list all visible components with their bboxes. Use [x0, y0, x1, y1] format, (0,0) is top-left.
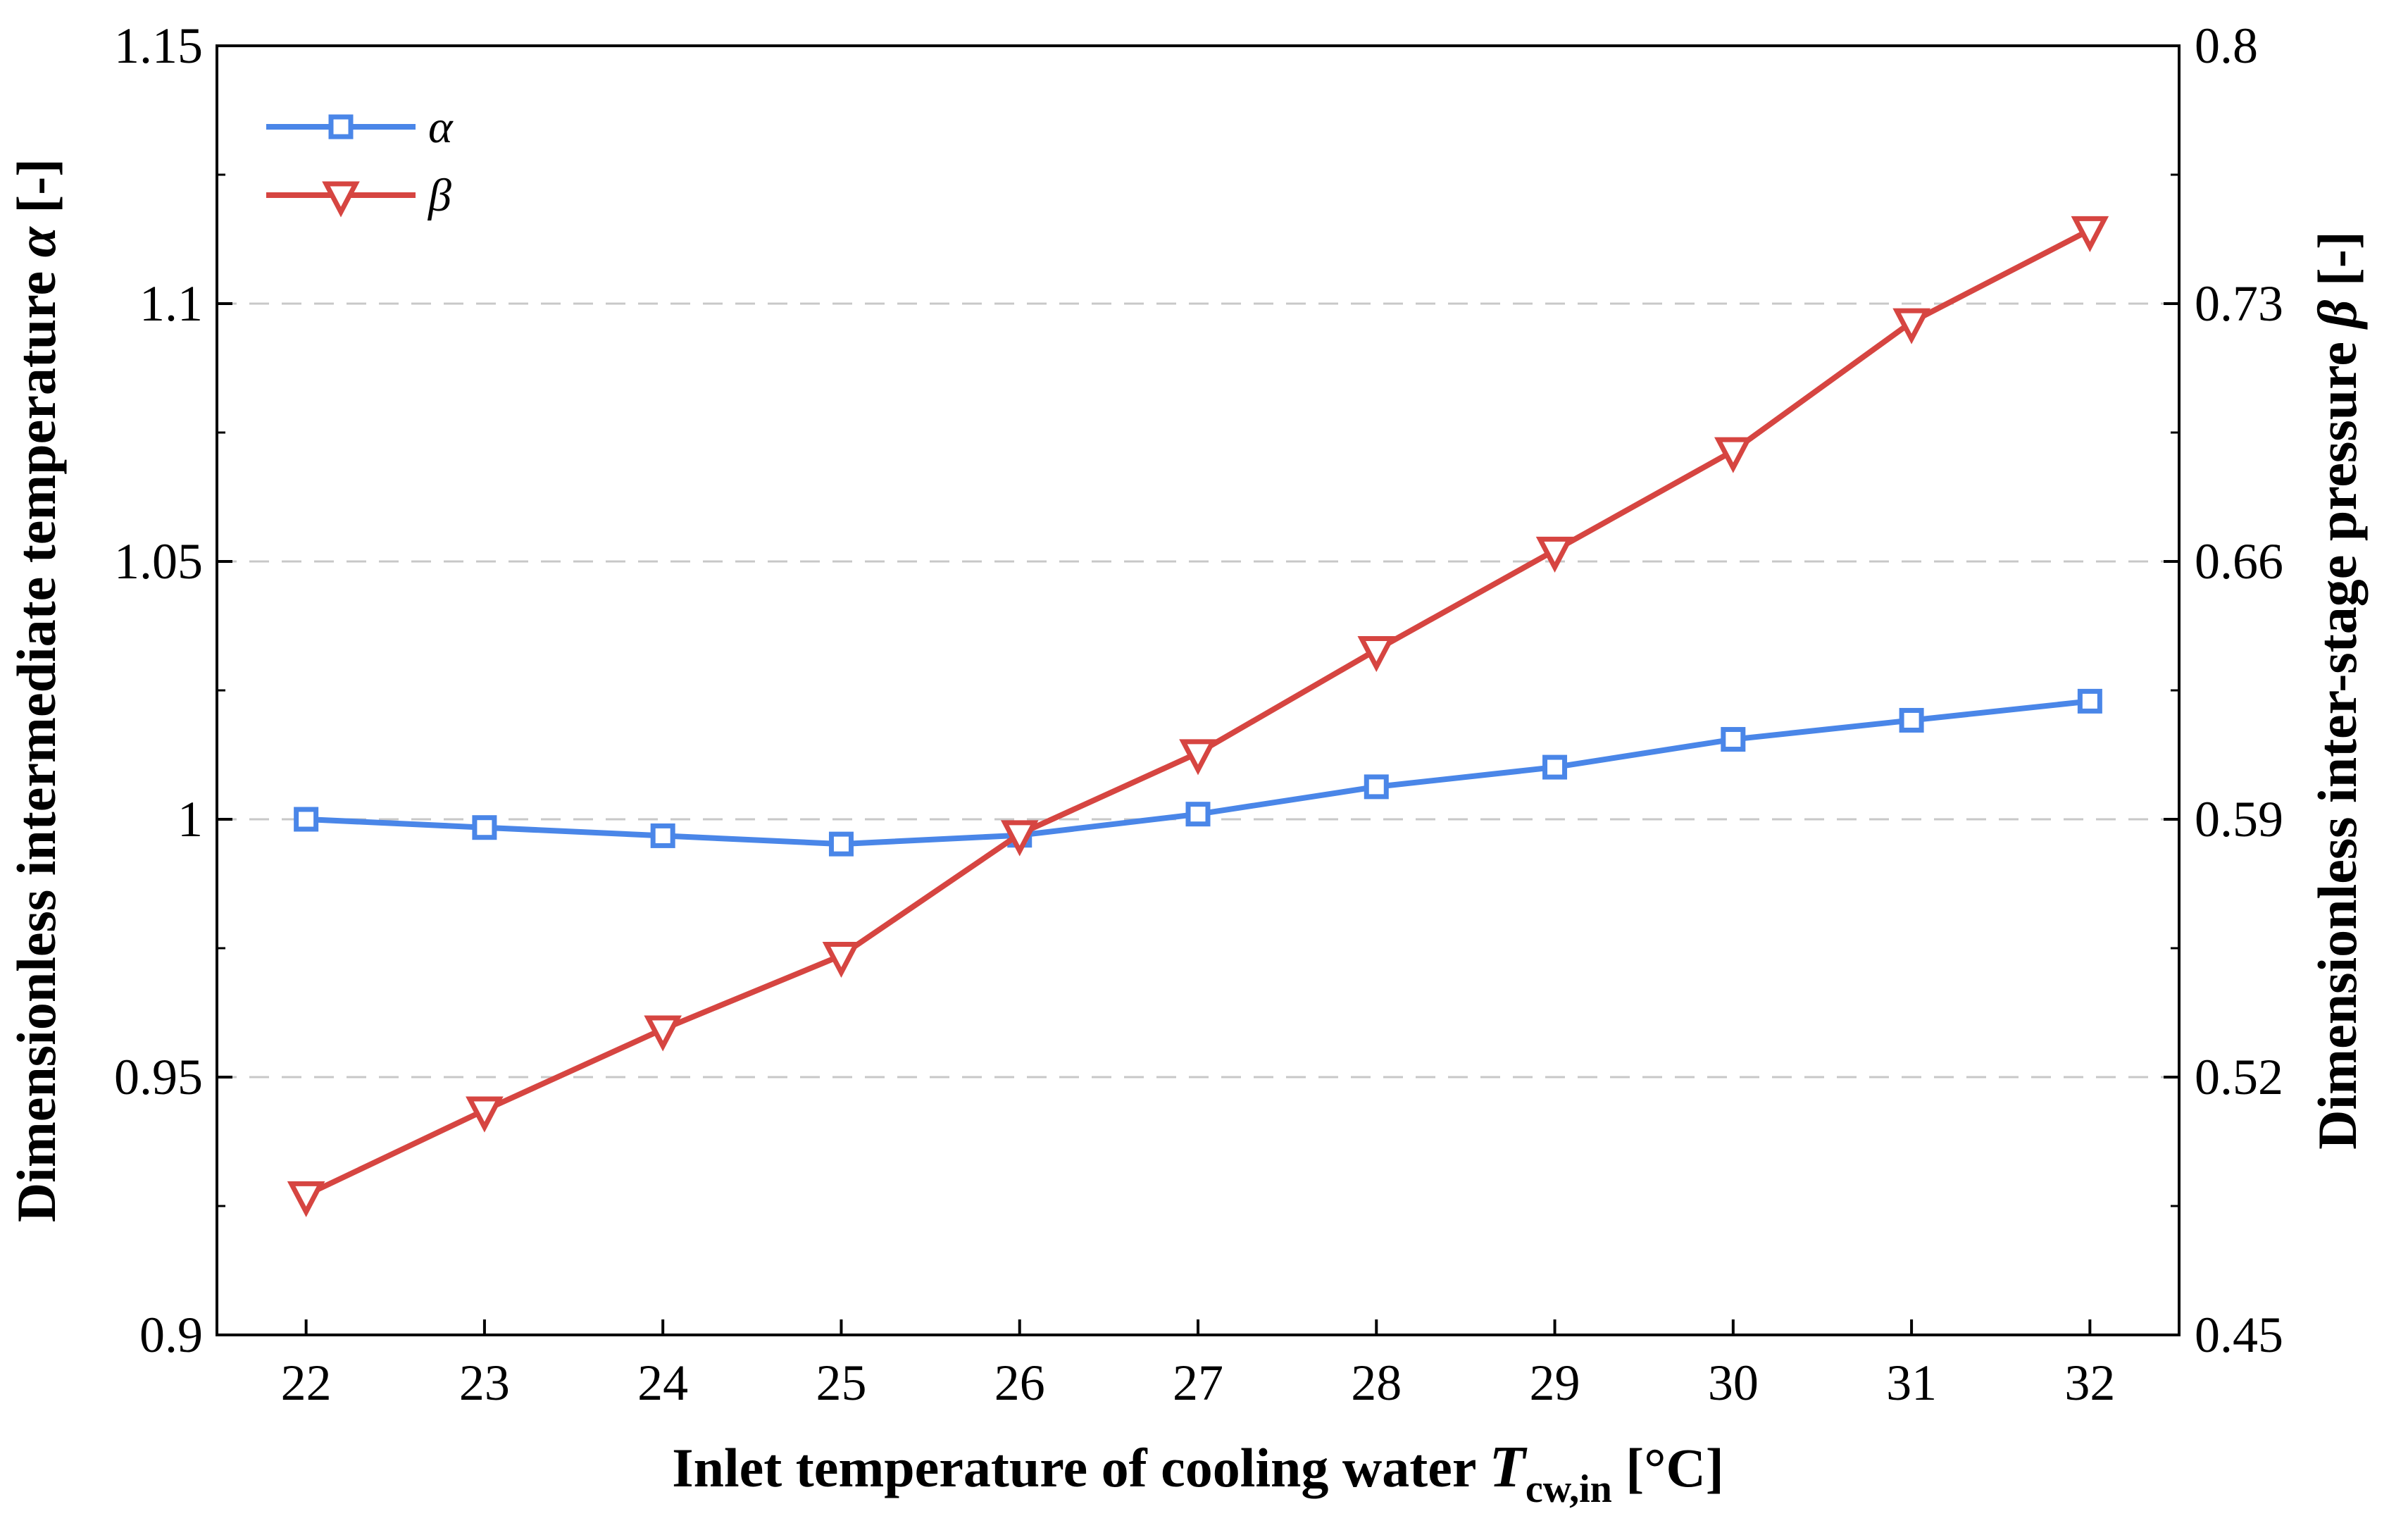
x-tick-label: 28: [1351, 1355, 1402, 1411]
data-point: [650, 823, 675, 848]
data-point: [2071, 216, 2109, 252]
x-tick-label: 27: [1173, 1355, 1223, 1411]
legend-marker: [328, 114, 354, 139]
series: [287, 216, 2109, 1217]
y-left-tick-label: 0.9: [139, 1307, 203, 1363]
legend-label: α: [428, 101, 454, 153]
data-point: [1542, 754, 1568, 780]
x-tick-label: 25: [816, 1355, 866, 1411]
y-right-axis-title: Dimensionless inter-stage pressure β [-]: [2307, 231, 2368, 1150]
data-point: [1357, 635, 1396, 673]
x-tick-label: 30: [1708, 1355, 1759, 1411]
x-tick-label: 26: [994, 1355, 1045, 1411]
x-tick-label: 32: [2064, 1355, 2115, 1411]
y-right-tick-label: 0.8: [2195, 18, 2258, 74]
y-right-tick-label: 0.52: [2195, 1049, 2283, 1105]
data-point: [1714, 437, 1752, 473]
data-point: [1535, 536, 1574, 573]
axis-ticks: 0.9 0.95 1 1.05 1.1 1.15 0.45 0.52 0.59 0.66 0.73 0…: [114, 18, 2283, 1411]
x-tick-label: 22: [281, 1355, 332, 1411]
legend: αβ: [266, 101, 454, 221]
data-point: [1899, 707, 1924, 733]
data-point: [644, 1015, 682, 1052]
y-right-tick-label: 0.73: [2195, 275, 2283, 332]
series-line: [304, 227, 2092, 1198]
x-axis-title: Inlet temperature of cooling water Tcw,i…: [672, 1434, 1724, 1511]
x-tick-label: 29: [1530, 1355, 1580, 1411]
x-tick-label: 24: [637, 1355, 688, 1411]
data-point: [1179, 739, 1217, 776]
data-point: [466, 1096, 504, 1133]
data-point: [287, 1181, 325, 1217]
data-point: [2077, 688, 2102, 714]
y-left-tick-label: 1: [177, 791, 203, 847]
data-point: [828, 831, 854, 857]
x-tick-label: 31: [1886, 1355, 1937, 1411]
data-point: [1000, 820, 1039, 857]
y-left-tick-label: 1.15: [114, 18, 203, 74]
data-point: [472, 815, 497, 840]
y-left-axis-title: Dimensionless intermediate temperature α…: [6, 159, 67, 1222]
x-tick-label: 23: [459, 1355, 510, 1411]
y-left-tick-label: 1.1: [139, 275, 203, 332]
legend-label: β: [427, 170, 451, 221]
data-point: [1185, 802, 1211, 827]
y-right-tick-label: 0.59: [2195, 791, 2283, 847]
y-right-tick-label: 0.66: [2195, 533, 2283, 590]
plot-frame: [216, 44, 2181, 1336]
data-point: [1364, 774, 1389, 800]
data-point: [822, 941, 861, 978]
gridlines: [217, 302, 2179, 1079]
data-point: [294, 807, 319, 832]
data-point: [1721, 727, 1746, 752]
legend-marker: [322, 181, 360, 218]
y-right-tick-label: 0.45: [2195, 1307, 2283, 1363]
y-left-tick-label: 0.95: [114, 1049, 203, 1105]
y-left-tick-label: 1.05: [114, 533, 203, 590]
data-point: [1892, 308, 1930, 344]
